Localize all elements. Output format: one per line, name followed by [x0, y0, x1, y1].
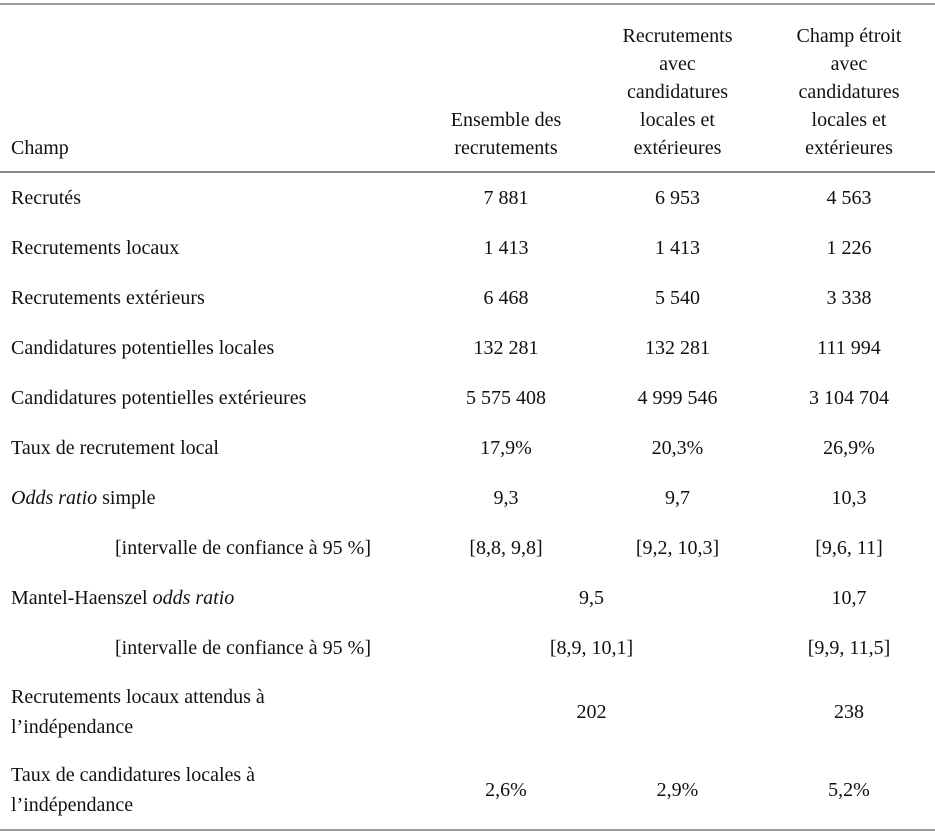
table-row-recrutements-exterieurs: Recrutements extérieurs 6 468 5 540 3 33…: [0, 273, 935, 323]
cell-value: 111 994: [817, 336, 881, 359]
row-label: Recrutés: [11, 187, 81, 209]
table-row-recrutements-locaux: Recrutements locaux 1 413 1 413 1 226: [0, 223, 935, 273]
row-label: Mantel-Haenszel odds ratio: [0, 573, 420, 623]
cell-value: [9,6, 11]: [815, 536, 883, 559]
row-label: Recrutements extérieurs: [11, 287, 205, 309]
cell-value: [9,2, 10,3]: [635, 536, 720, 559]
row-label: Recrutements locaux attendus à l’indépen…: [11, 686, 265, 738]
cell-value: 5 575 408: [466, 386, 546, 409]
cell-value: [8,8, 9,8]: [469, 536, 543, 559]
cell-value: 5,2%: [828, 778, 870, 801]
cell-value: 1 413: [483, 236, 529, 259]
table-row-taux-candidatures-locales: Taux de candidatures locales à l’indépen…: [0, 751, 935, 830]
row-label: Recrutements locaux: [11, 237, 180, 259]
table-row-mantel-haenszel-odds-ratio: Mantel-Haenszel odds ratio 9,5 10,7: [0, 573, 935, 623]
header-recrutements-avec-candidatures: Recrutements avec candidatures locales e…: [592, 4, 763, 173]
cell-value: 1 413: [655, 236, 700, 259]
table-row-candidatures-exterieures: Candidatures potentielles extérieures 5 …: [0, 373, 935, 423]
cell-value: 6 953: [655, 186, 700, 209]
cell-value: 2,9%: [656, 778, 699, 801]
header-ensemble-des-recrutements: Ensemble des recrutements: [420, 4, 592, 173]
cell-value: 3 104 704: [809, 386, 889, 409]
cell-value: 1 226: [826, 236, 872, 259]
row-label: [intervalle de confiance à 95 %]: [115, 637, 371, 659]
cell-value: 9,3: [493, 486, 519, 509]
row-label: Taux de recrutement local: [11, 437, 219, 459]
table-row-intervalle-confiance-mantel-haenszel: [intervalle de confiance à 95 %] [8,9, 1…: [0, 623, 935, 673]
cell-value: 132 281: [473, 336, 539, 359]
table-row-intervalle-confiance-simple: [intervalle de confiance à 95 %] [8,8, 9…: [0, 523, 935, 573]
cell-value: 2,6%: [485, 778, 527, 801]
cell-value: 238: [834, 700, 864, 723]
table-row-recrutes: Recrutés 7 881 6 953 4 563: [0, 172, 935, 223]
row-label: Taux de candidatures locales à l’indépen…: [11, 764, 256, 816]
cell-value: 6 468: [483, 286, 529, 309]
header-champ: Champ: [0, 4, 420, 173]
cell-value: 20,3%: [651, 436, 704, 459]
row-label: Candidatures potentielles locales: [11, 337, 275, 359]
table-row-recrutements-locaux-attendus: Recrutements locaux attendus à l’indépen…: [0, 673, 935, 751]
cell-value: 17,9%: [480, 436, 532, 459]
row-label-text: simple: [97, 487, 156, 509]
cell-value-spanning: 202: [576, 700, 607, 723]
cell-value: 10,3: [831, 486, 867, 509]
cell-value: 5 540: [655, 286, 700, 309]
cell-value: 4 563: [826, 186, 872, 209]
row-label: Candidatures potentielles extérieures: [11, 387, 307, 409]
cell-value: 4 999 546: [637, 386, 718, 409]
cell-value: 7 881: [483, 186, 529, 209]
table-row-odds-ratio-simple: Odds ratio simple 9,3 9,7 10,3: [0, 473, 935, 523]
cell-value: 10,7: [831, 586, 867, 609]
cell-value-spanning: [8,9, 10,1]: [549, 636, 634, 659]
row-label-italic: odds ratio: [152, 587, 235, 609]
cell-value: [9,9, 11,5]: [807, 636, 891, 659]
table-row-candidatures-locales: Candidatures potentielles locales 132 28…: [0, 323, 935, 373]
cell-value: 26,9%: [823, 436, 875, 459]
cell-value-spanning: 9,5: [579, 586, 604, 609]
cell-value: 9,7: [665, 486, 690, 509]
row-label-text: Mantel-Haenszel: [11, 587, 153, 609]
cell-value: 3 338: [826, 286, 872, 309]
statistics-table: Champ Ensemble des recrutements Recrutem…: [0, 3, 935, 831]
row-label: Odds ratio simple: [0, 473, 420, 523]
row-label-italic: Odds ratio: [11, 487, 98, 509]
table-row-taux-recrutement-local: Taux de recrutement local 17,9% 20,3% 26…: [0, 423, 935, 473]
header-row: Champ Ensemble des recrutements Recrutem…: [0, 4, 935, 173]
cell-value: 132 281: [645, 336, 710, 359]
row-label: [intervalle de confiance à 95 %]: [115, 537, 371, 559]
header-champ-etroit-avec-candidatures: Champ étroit avec candidatures locales e…: [763, 4, 935, 173]
